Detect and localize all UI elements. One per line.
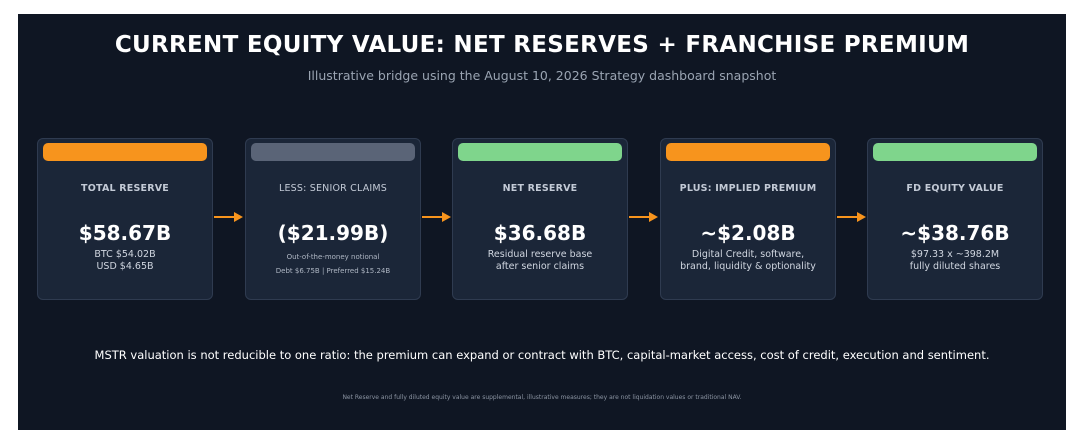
footnote: Net Reserve and fully diluted equity val… xyxy=(342,394,742,401)
valuation-note: MSTR valuation is not reducible to one r… xyxy=(94,348,990,362)
card-value: ($21.99B) xyxy=(277,221,389,245)
card-color-bar xyxy=(666,143,830,161)
card-value: $36.68B xyxy=(493,221,587,245)
card-label: FD EQUITY VALUE xyxy=(906,183,1004,194)
arrow-right-icon xyxy=(837,212,866,222)
card-value: $58.67B xyxy=(78,221,172,245)
card-color-bar xyxy=(251,143,415,161)
card-detail-line-1: $97.33 x ~398.2M xyxy=(910,249,1000,260)
card-label: TOTAL RESERVE xyxy=(81,183,169,194)
card-detail-line-1: Residual reserve base xyxy=(487,249,593,260)
diagram-panel: CURRENT EQUITY VALUE: NET RESERVES + FRA… xyxy=(18,14,1066,430)
card-total-reserve: TOTAL RESERVE $58.67B BTC $54.02B USD $4… xyxy=(37,138,213,300)
card-detail-line-2: after senior claims xyxy=(495,261,585,272)
card-label: NET RESERVE xyxy=(502,183,578,194)
card-color-bar xyxy=(458,143,622,161)
card-value: ~$38.76B xyxy=(900,221,1010,245)
card-detail-line-2: brand, liquidity & optionality xyxy=(680,261,816,272)
card-senior-claims: LESS: SENIOR CLAIMS ($21.99B) Out-of-the… xyxy=(245,138,421,300)
card-detail-line-1: Digital Credit, software, xyxy=(691,249,805,260)
card-label: LESS: SENIOR CLAIMS xyxy=(278,183,388,194)
card-detail-line-1: Out-of-the-money notional xyxy=(286,253,380,261)
card-detail-line-2: USD $4.65B xyxy=(96,261,154,272)
card-value: ~$2.08B xyxy=(700,221,796,245)
arrow-right-icon xyxy=(629,212,658,222)
card-color-bar xyxy=(873,143,1037,161)
arrow-right-icon xyxy=(422,212,451,222)
card-detail-line-2: fully diluted shares xyxy=(909,261,1001,272)
diagram-subtitle: Illustrative bridge using the August 10,… xyxy=(307,68,777,83)
card-label: PLUS: IMPLIED PREMIUM xyxy=(679,183,817,194)
card-net-reserve: NET RESERVE $36.68B Residual reserve bas… xyxy=(452,138,628,300)
arrow-right-icon xyxy=(214,212,243,222)
card-fd-equity-value: FD EQUITY VALUE ~$38.76B $97.33 x ~398.2… xyxy=(867,138,1043,300)
card-color-bar xyxy=(43,143,207,161)
diagram-title: CURRENT EQUITY VALUE: NET RESERVES + FRA… xyxy=(114,32,970,58)
card-detail-line-2: Debt $6.75B | Preferred $15.24B xyxy=(275,267,391,275)
card-detail-line-1: BTC $54.02B xyxy=(94,249,156,260)
card-implied-premium: PLUS: IMPLIED PREMIUM ~$2.08B Digital Cr… xyxy=(660,138,836,300)
